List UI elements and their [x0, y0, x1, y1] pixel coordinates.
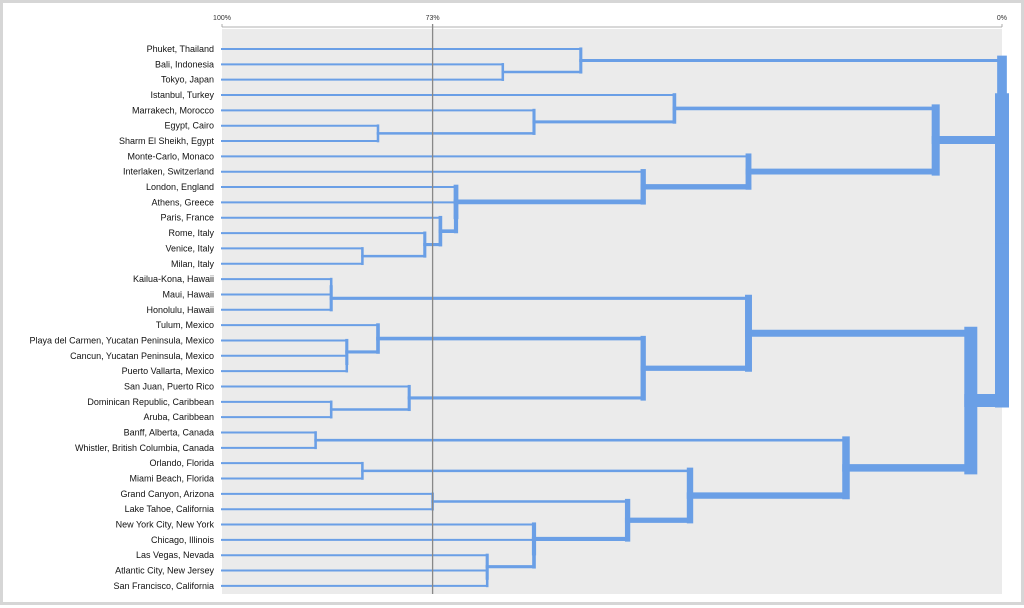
leaf-label: Orlando, Florida — [149, 458, 214, 468]
leaf-label: Las Vegas, Nevada — [136, 550, 214, 560]
leaf-label: Tulum, Mexico — [156, 320, 214, 330]
leaf-label: Atlantic City, New Jersey — [115, 566, 214, 576]
leaf-label: Whistler, British Columbia, Canada — [75, 443, 214, 453]
leaf-label: Puerto Vallarta, Mexico — [122, 366, 214, 376]
leaf-label: Kailua-Kona, Hawaii — [133, 274, 214, 284]
leaf-label: Lake Tahoe, California — [125, 504, 214, 514]
leaf-label: Banff, Alberta, Canada — [124, 428, 214, 438]
leaf-label: Milan, Italy — [171, 259, 215, 269]
leaf-label: Istanbul, Turkey — [150, 90, 214, 100]
leaf-label: Marrakech, Morocco — [132, 105, 214, 115]
leaf-label: Grand Canyon, Arizona — [120, 489, 214, 499]
leaf-label: San Francisco, California — [113, 581, 214, 591]
leaf-label: Paris, France — [160, 213, 214, 223]
leaf-label: Egypt, Cairo — [164, 121, 214, 131]
leaf-label: Sharm El Sheikh, Egypt — [119, 136, 215, 146]
scale-label-threshold: 73% — [426, 15, 440, 22]
leaf-label: Monte-Carlo, Monaco — [127, 151, 214, 161]
dendrogram-links — [221, 47, 1009, 588]
leaf-label: Maui, Hawaii — [162, 289, 214, 299]
leaf-label: Venice, Italy — [165, 243, 214, 253]
leaf-label: London, England — [146, 182, 214, 192]
leaf-label: Interlaken, Switzerland — [123, 167, 214, 177]
leaf-label: San Juan, Puerto Rico — [124, 381, 214, 391]
scale-label-100: 100% — [213, 15, 231, 22]
leaf-label: Aruba, Caribbean — [143, 412, 214, 422]
leaf-label: Chicago, Illinois — [151, 535, 215, 545]
leaf-label: Phuket, Thailand — [147, 44, 214, 54]
leaf-label: Cancun, Yucatan Peninsula, Mexico — [70, 351, 214, 361]
leaf-label: Playa del Carmen, Yucatan Peninsula, Mex… — [30, 335, 214, 345]
dendrogram-chart: 100% 73% 0% Phuket, Thailand Bali, Indone… — [30, 15, 1009, 594]
leaf-label: Tokyo, Japan — [161, 75, 214, 85]
leaf-labels: Phuket, Thailand Bali, Indonesia Tokyo, Ja… — [30, 44, 215, 591]
leaf-label: Bali, Indonesia — [155, 59, 214, 69]
leaf-label: New York City, New York — [116, 520, 215, 530]
leaf-label: Athens, Greece — [151, 197, 214, 207]
leaf-label: Rome, Italy — [168, 228, 214, 238]
leaf-label: Miami Beach, Florida — [129, 474, 214, 484]
scale-label-0: 0% — [997, 15, 1007, 22]
leaf-label: Dominican Republic, Caribbean — [87, 397, 214, 407]
leaf-label: Honolulu, Hawaii — [146, 305, 214, 315]
